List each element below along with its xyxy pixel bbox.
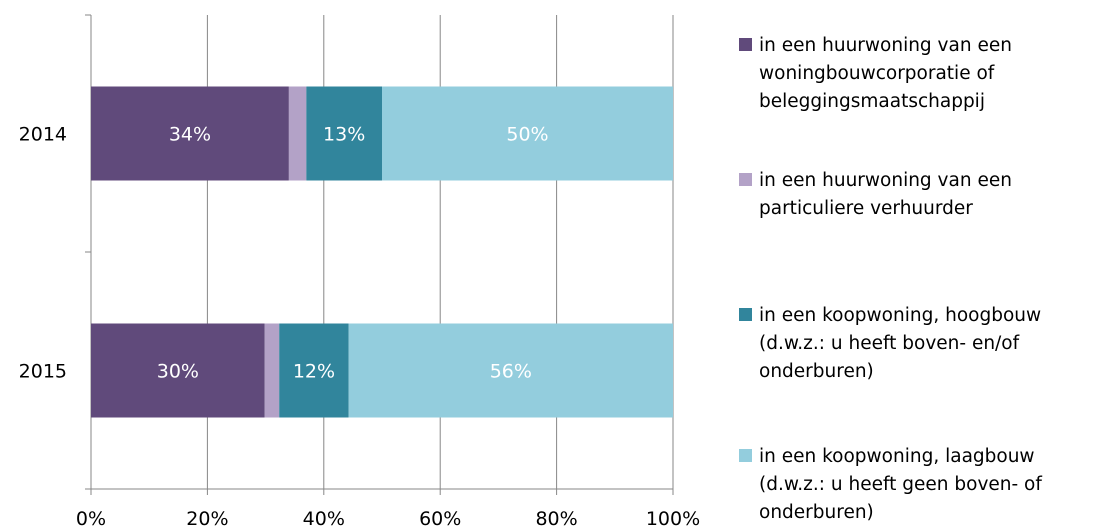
x-tick-label: 20% — [186, 508, 228, 530]
legend-label: in een huurwoning van een particuliere v… — [759, 170, 1012, 219]
x-tick-label: 80% — [535, 508, 577, 530]
x-tick-label: 100% — [646, 508, 700, 530]
legend-label: in een koopwoning, laagbouw (d.w.z.: u h… — [759, 446, 1042, 523]
data-label: 50% — [506, 124, 548, 146]
bar-segment — [264, 323, 280, 418]
bar-segment — [279, 323, 349, 418]
stacked-bar-chart: 0% 20% 40% 60% 80% 100% 34% 13% 50% 2014 30% 12% 56%… — [19, 14, 701, 531]
bar-segment — [91, 323, 265, 418]
bar-segment — [91, 86, 289, 181]
category-label: 2014 — [19, 124, 67, 146]
data-label: 56% — [490, 361, 532, 383]
labels: 0% 20% 40% 60% 80% 100% 34% 13% 50% 2014 30% 12% 56%… — [19, 124, 701, 531]
x-tick-label: 0% — [76, 508, 106, 530]
bar-segment — [288, 86, 307, 181]
data-label: 30% — [157, 361, 199, 383]
x-tick-label: 40% — [303, 508, 345, 530]
bars — [91, 86, 673, 418]
data-label: 34% — [169, 124, 211, 146]
bar-segment — [306, 86, 382, 181]
legend-swatch — [739, 308, 752, 321]
data-label: 13% — [323, 124, 365, 146]
legend-label: in een huurwoning van een woningbouwcorp… — [759, 35, 1012, 112]
legend-swatch — [739, 173, 752, 186]
legend-label: in een koopwoning, hoogbouw (d.w.z.: u h… — [759, 305, 1042, 382]
x-tick-label: 60% — [419, 508, 461, 530]
category-label: 2015 — [19, 361, 67, 383]
bar-segment — [382, 86, 673, 181]
gridlines — [206, 15, 674, 489]
legend-swatch — [739, 38, 752, 51]
data-label: 12% — [293, 361, 335, 383]
legend-swatch — [739, 449, 752, 462]
bar-segment — [348, 323, 673, 418]
